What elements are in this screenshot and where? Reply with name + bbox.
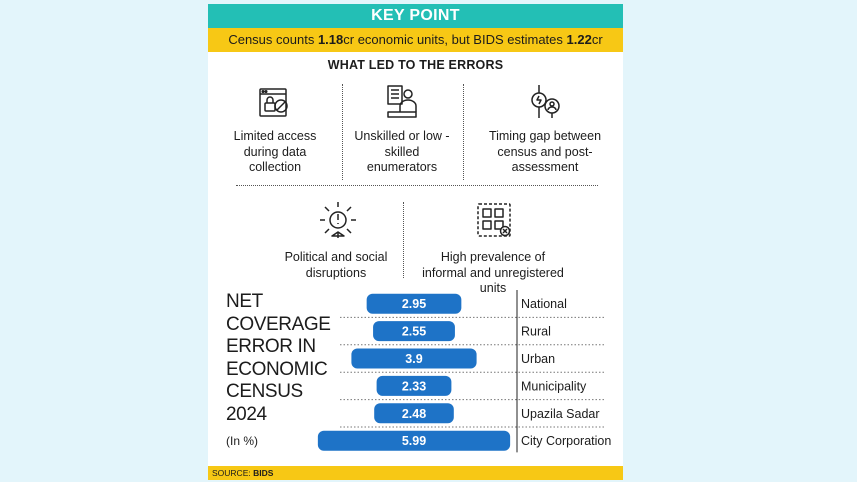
bar-national (366, 293, 462, 314)
bar-value-label: 3.9 (405, 352, 422, 366)
divider (403, 202, 404, 278)
bar-urban (351, 348, 477, 369)
divider (463, 84, 464, 180)
coverage-error-chart: 2.95 National 2.55 Rural 3.9 Urban 2.33 Municip… (317, 290, 611, 453)
bar-value-label: 2.95 (402, 297, 426, 311)
bar-value-label: 2.48 (402, 407, 426, 421)
locked-data-icon (255, 82, 295, 122)
timing-gap-icon (525, 82, 565, 122)
category-label: Upazila Sadar (521, 407, 600, 421)
bar-rural (373, 321, 455, 342)
category-label: City Corporation (521, 434, 611, 448)
divider (236, 185, 598, 186)
cause-limited-access: Limited access during data collection (233, 129, 317, 174)
cause-political-disruptions: Political and social disruptions (284, 250, 388, 280)
bar-municipality (376, 375, 452, 396)
category-label: Urban (521, 352, 555, 366)
bar-city-corporation (317, 430, 511, 451)
chart-title: NET COVERAGE ERROR IN ECONOMIC CENSUS 20… (226, 291, 331, 425)
category-label: Rural (521, 325, 551, 339)
bar-value-label: 5.99 (402, 434, 426, 448)
divider (342, 84, 343, 180)
bar-upazila-sadar (374, 403, 454, 424)
bar-value-label: 2.33 (402, 379, 426, 393)
key-point-title: KEY POINT (208, 4, 623, 28)
chart-unit: (In %) (226, 434, 259, 448)
key-point-text: Census counts 1.18cr economic units, but… (208, 28, 623, 52)
bids-estimate: 1.22 (566, 32, 592, 47)
source-bar: SOURCE: BIDS (208, 466, 623, 480)
bar-value-label: 2.55 (402, 325, 426, 339)
category-label: National (521, 297, 567, 311)
infographic-card: KEY POINT Census counts 1.18cr economic … (208, 4, 623, 480)
errors-heading: WHAT LED TO THE ERRORS (327, 58, 504, 72)
category-label: Municipality (521, 379, 587, 393)
census-count: 1.18 (317, 32, 344, 47)
informal-units-icon (474, 200, 514, 240)
source-name: BIDS (253, 468, 274, 478)
cause-unskilled-enumerators: Unskilled or low -skilled enumerators (354, 129, 450, 174)
enumerator-icon (382, 82, 422, 122)
cause-timing-gap: Timing gap between census and post-asses… (488, 129, 602, 174)
disruption-icon (318, 200, 358, 240)
cause-informal-units: High prevalence of informal and unregist… (422, 250, 564, 295)
